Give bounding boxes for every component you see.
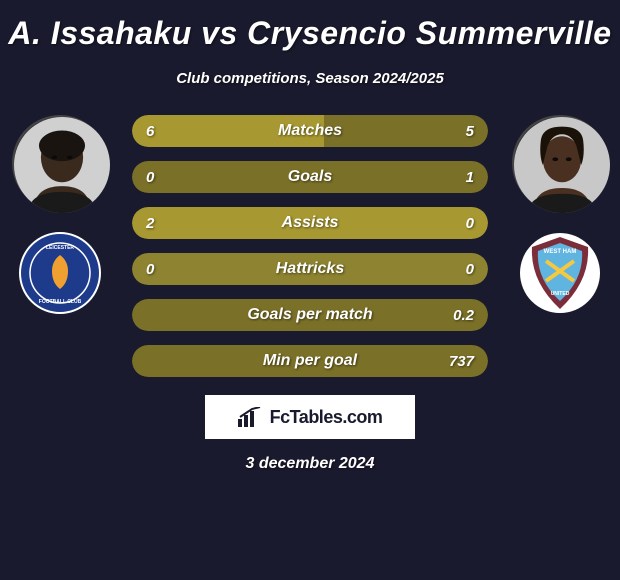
stat-value-right: 0 — [466, 261, 474, 278]
right-column: WEST HAM UNITED — [508, 115, 612, 315]
main-content: LEICESTER FOOTBALL CLUB 6Matches50Goals1… — [0, 115, 620, 377]
svg-text:UNITED: UNITED — [551, 291, 570, 297]
left-column: LEICESTER FOOTBALL CLUB — [8, 115, 112, 315]
stat-label: Goals per match — [132, 306, 488, 324]
svg-text:LEICESTER: LEICESTER — [46, 245, 74, 251]
svg-text:FOOTBALL CLUB: FOOTBALL CLUB — [39, 299, 82, 305]
stats-column: 6Matches50Goals12Assists00Hattricks0Goal… — [112, 115, 508, 377]
date-text: 3 december 2024 — [0, 455, 620, 473]
stat-value-right: 5 — [466, 123, 474, 140]
stat-row: 2Assists0 — [132, 207, 488, 239]
stat-label: Hattricks — [132, 260, 488, 278]
stat-value-right: 737 — [449, 353, 474, 370]
logo-chart-icon — [238, 407, 264, 427]
club-right-badge: WEST HAM UNITED — [518, 231, 602, 315]
stat-row: 6Matches5 — [132, 115, 488, 147]
stat-row: Min per goal737 — [132, 345, 488, 377]
stat-value-right: 0.2 — [453, 307, 474, 324]
player-right-avatar — [512, 115, 608, 211]
page-title: A. Issahaku vs Crysencio Summerville — [0, 15, 620, 52]
stat-label: Assists — [132, 214, 488, 232]
stat-label: Matches — [132, 122, 488, 140]
player-left-avatar — [12, 115, 108, 211]
stat-row: Goals per match0.2 — [132, 299, 488, 331]
stat-label: Goals — [132, 168, 488, 186]
stat-row: 0Hattricks0 — [132, 253, 488, 285]
comparison-container: A. Issahaku vs Crysencio Summerville Clu… — [0, 0, 620, 580]
footer-logo: FcTables.com — [205, 395, 415, 439]
footer-logo-text: FcTables.com — [270, 407, 383, 428]
stat-value-right: 0 — [466, 215, 474, 232]
svg-text:WEST HAM: WEST HAM — [544, 249, 577, 255]
club-left-badge: LEICESTER FOOTBALL CLUB — [18, 231, 102, 315]
stat-row: 0Goals1 — [132, 161, 488, 193]
subtitle: Club competitions, Season 2024/2025 — [0, 70, 620, 87]
stat-label: Min per goal — [132, 352, 488, 370]
stat-value-right: 1 — [466, 169, 474, 186]
